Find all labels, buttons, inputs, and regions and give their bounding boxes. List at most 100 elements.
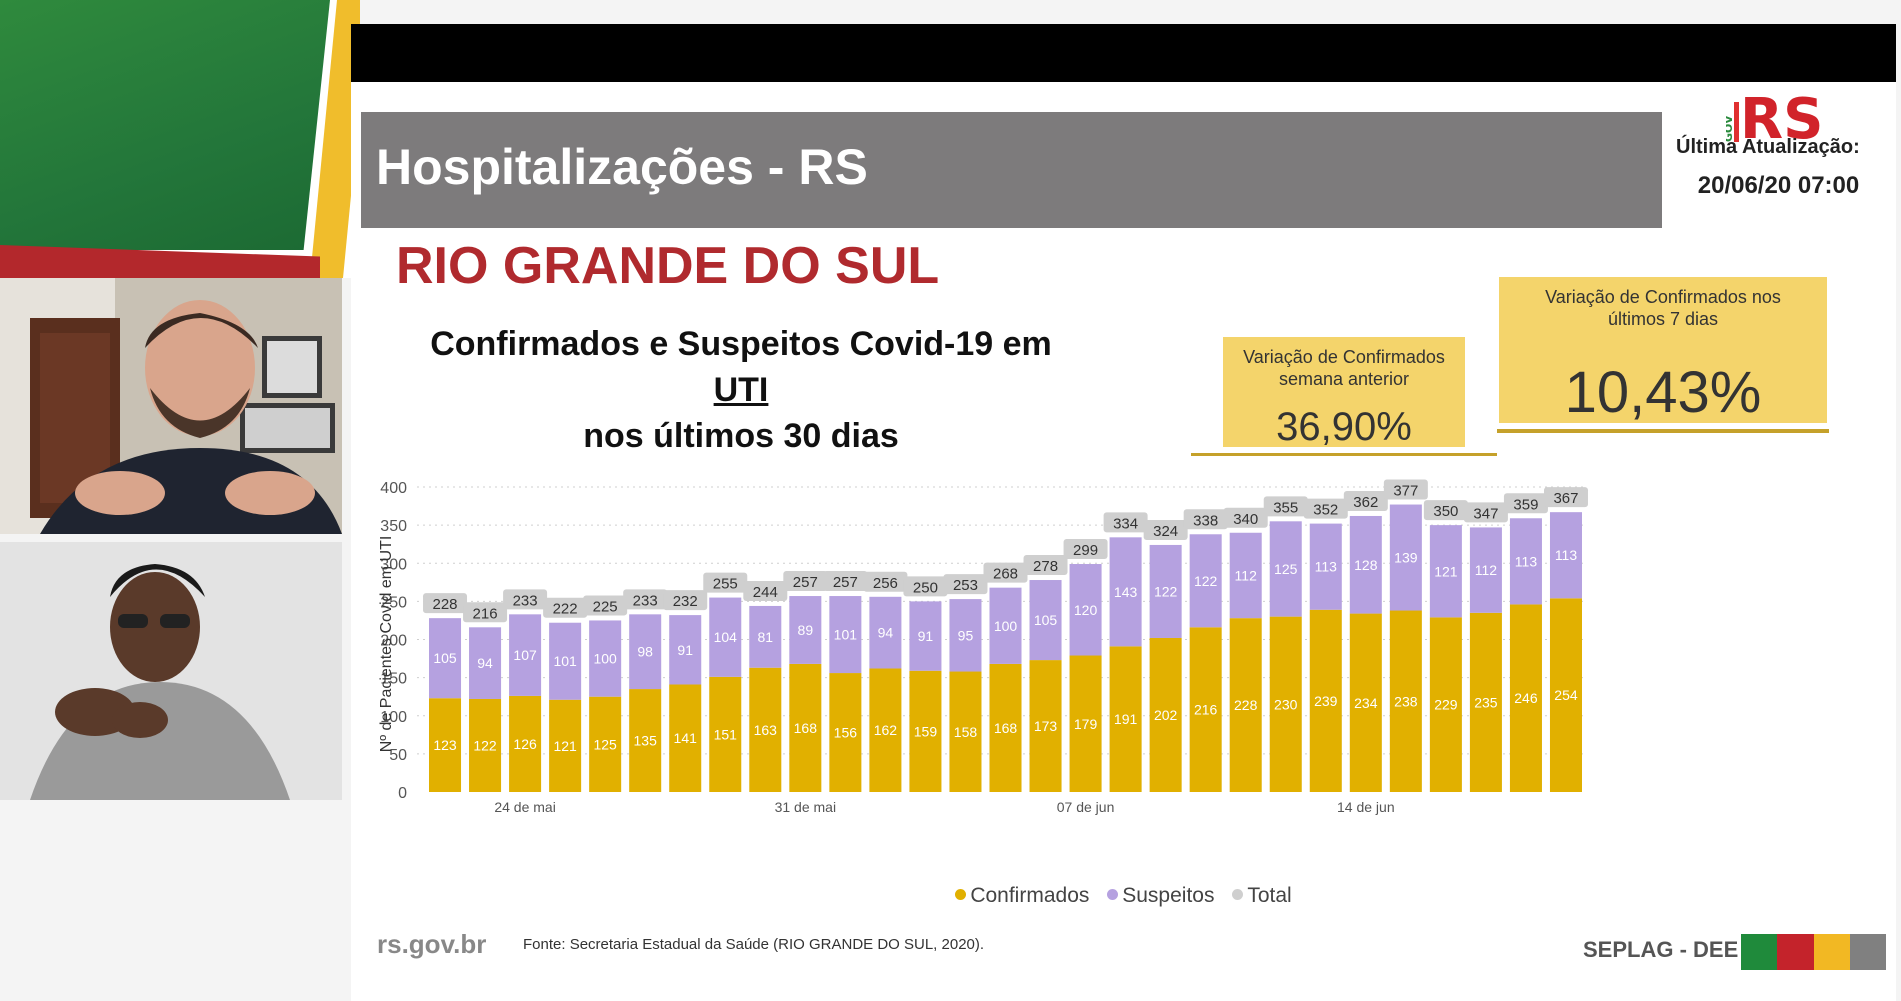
footer-color-red xyxy=(1777,934,1814,970)
gov-rs-logo: GOV RS xyxy=(1726,87,1823,152)
video-feed-speaker[interactable] xyxy=(0,278,342,534)
bar-suspeitos-28 xyxy=(1549,512,1582,599)
legend-dot-total xyxy=(1232,888,1244,900)
bar-confirmados-28 xyxy=(1549,598,1582,792)
bar-suspeitos-18 xyxy=(1149,544,1182,638)
data-label-total: 347 xyxy=(1473,505,1498,522)
data-label-confirmados: 122 xyxy=(473,737,497,753)
bar-confirmados-12 xyxy=(909,670,942,792)
region-title: RIO GRANDE DO SUL xyxy=(396,237,940,295)
data-label-confirmados: 230 xyxy=(1274,696,1298,712)
total-label-bg-26 xyxy=(1463,502,1508,523)
footer-source: Fonte: Secretaria Estadual da Saúde (RIO… xyxy=(523,936,985,953)
total-label-bg-8 xyxy=(743,580,788,601)
bar-suspeitos-21 xyxy=(1269,521,1302,617)
data-label-total: 250 xyxy=(913,579,938,596)
chart-title: Confirmados e Suspeitos Covid-19 em UTI … xyxy=(406,322,1076,460)
x-tick-label: 14 de jun xyxy=(1337,799,1395,815)
x-tick-label: 24 de mai xyxy=(494,799,555,815)
y-tick-label: 400 xyxy=(380,480,407,497)
data-label-suspeitos: 98 xyxy=(637,644,653,660)
last-update-value: 20/06/20 07:00 xyxy=(1697,172,1860,199)
data-label-confirmados: 179 xyxy=(1074,716,1098,732)
chart-title-uti: UTI xyxy=(713,370,769,409)
bar-suspeitos-8 xyxy=(749,605,782,668)
data-label-confirmados: 168 xyxy=(794,720,818,736)
data-label-total: 334 xyxy=(1113,515,1138,532)
data-label-total: 244 xyxy=(753,584,778,601)
data-label-suspeitos: 101 xyxy=(834,627,858,643)
data-label-total: 232 xyxy=(673,593,698,610)
bar-suspeitos-4 xyxy=(589,620,622,697)
bar-confirmados-10 xyxy=(829,673,862,792)
data-label-total: 340 xyxy=(1233,511,1258,528)
data-label-confirmados: 126 xyxy=(513,736,537,752)
total-label-bg-16 xyxy=(1063,539,1108,560)
bar-suspeitos-1 xyxy=(469,627,502,699)
data-label-confirmados: 156 xyxy=(834,725,858,741)
footer-color-green xyxy=(1741,934,1778,970)
data-label-total: 257 xyxy=(793,574,818,591)
bar-confirmados-17 xyxy=(1109,646,1142,792)
data-label-suspeitos: 105 xyxy=(1034,612,1058,628)
icu-stacked-bar-chart: 0 50 100 150 200 250 300 350 400 123 105 228 122 94 2… xyxy=(378,479,1588,815)
last-update-label: Última Atualização: xyxy=(1676,136,1860,158)
bar-confirmados-25 xyxy=(1429,617,1462,792)
data-label-suspeitos: 107 xyxy=(513,647,537,663)
bar-suspeitos-20 xyxy=(1229,532,1262,619)
data-label-suspeitos: 91 xyxy=(918,628,934,644)
total-label-bg-12 xyxy=(903,576,948,597)
bar-confirmados-1 xyxy=(469,698,502,792)
data-label-suspeitos: 122 xyxy=(1154,583,1178,599)
total-label-bg-21 xyxy=(1263,496,1308,517)
video-feed-interpreter[interactable] xyxy=(0,542,342,800)
data-label-total: 355 xyxy=(1273,499,1298,516)
data-label-suspeitos: 112 xyxy=(1235,567,1258,583)
bar-suspeitos-14 xyxy=(989,587,1022,664)
data-label-confirmados: 216 xyxy=(1194,702,1218,718)
data-label-suspeitos: 100 xyxy=(593,651,617,667)
data-label-suspeitos: 94 xyxy=(477,655,493,671)
data-label-suspeitos: 139 xyxy=(1394,550,1418,566)
bar-suspeitos-15 xyxy=(1029,580,1062,661)
data-label-total: 256 xyxy=(873,575,898,592)
bar-confirmados-4 xyxy=(589,696,622,792)
kpi-weekly-underline xyxy=(1191,453,1497,456)
data-label-suspeitos: 128 xyxy=(1354,557,1378,573)
total-label-bg-1 xyxy=(463,602,508,623)
y-tick-label: 50 xyxy=(389,747,407,764)
data-label-suspeitos: 121 xyxy=(1434,563,1458,579)
interpreter-video-frame xyxy=(0,542,342,800)
data-label-confirmados: 229 xyxy=(1434,697,1458,713)
data-label-confirmados: 234 xyxy=(1354,695,1378,711)
data-label-suspeitos: 125 xyxy=(1274,561,1298,577)
y-tick-label: 100 xyxy=(380,709,407,726)
bar-confirmados-7 xyxy=(709,676,742,792)
kpi-7day-label-line1: Variação de Confirmados nos xyxy=(1545,287,1781,307)
bar-confirmados-5 xyxy=(629,689,662,792)
data-label-total: 268 xyxy=(993,566,1018,583)
green-backdrop xyxy=(0,0,330,250)
kpi-weekly-label-line2: semana anterior xyxy=(1278,368,1410,389)
bar-suspeitos-6 xyxy=(669,615,702,685)
data-label-confirmados: 162 xyxy=(874,722,898,738)
logo-text: RS xyxy=(1740,87,1823,152)
data-label-total: 257 xyxy=(833,574,858,591)
legend-label-total: Total xyxy=(1247,884,1292,907)
bar-confirmados-9 xyxy=(789,663,822,792)
presentation-slide: Hospitalizações - RS GOV RS Última Atual… xyxy=(351,24,1896,1001)
total-label-bg-19 xyxy=(1183,509,1228,530)
title-banner: Hospitalizações - RS xyxy=(361,112,1662,228)
bar-confirmados-21 xyxy=(1269,616,1302,792)
data-label-confirmados: 163 xyxy=(754,722,778,738)
bar-suspeitos-7 xyxy=(709,597,742,677)
total-label-bg-10 xyxy=(823,571,868,592)
data-label-confirmados: 125 xyxy=(593,736,617,752)
data-label-total: 228 xyxy=(433,596,458,613)
bar-suspeitos-17 xyxy=(1109,537,1142,647)
kpi-7day-variation: Variação de Confirmados nos últimos 7 di… xyxy=(1499,277,1827,425)
data-label-suspeitos: 112 xyxy=(1475,562,1498,578)
bar-suspeitos-11 xyxy=(869,596,902,669)
data-label-confirmados: 239 xyxy=(1314,693,1338,709)
data-label-suspeitos: 104 xyxy=(714,629,738,645)
